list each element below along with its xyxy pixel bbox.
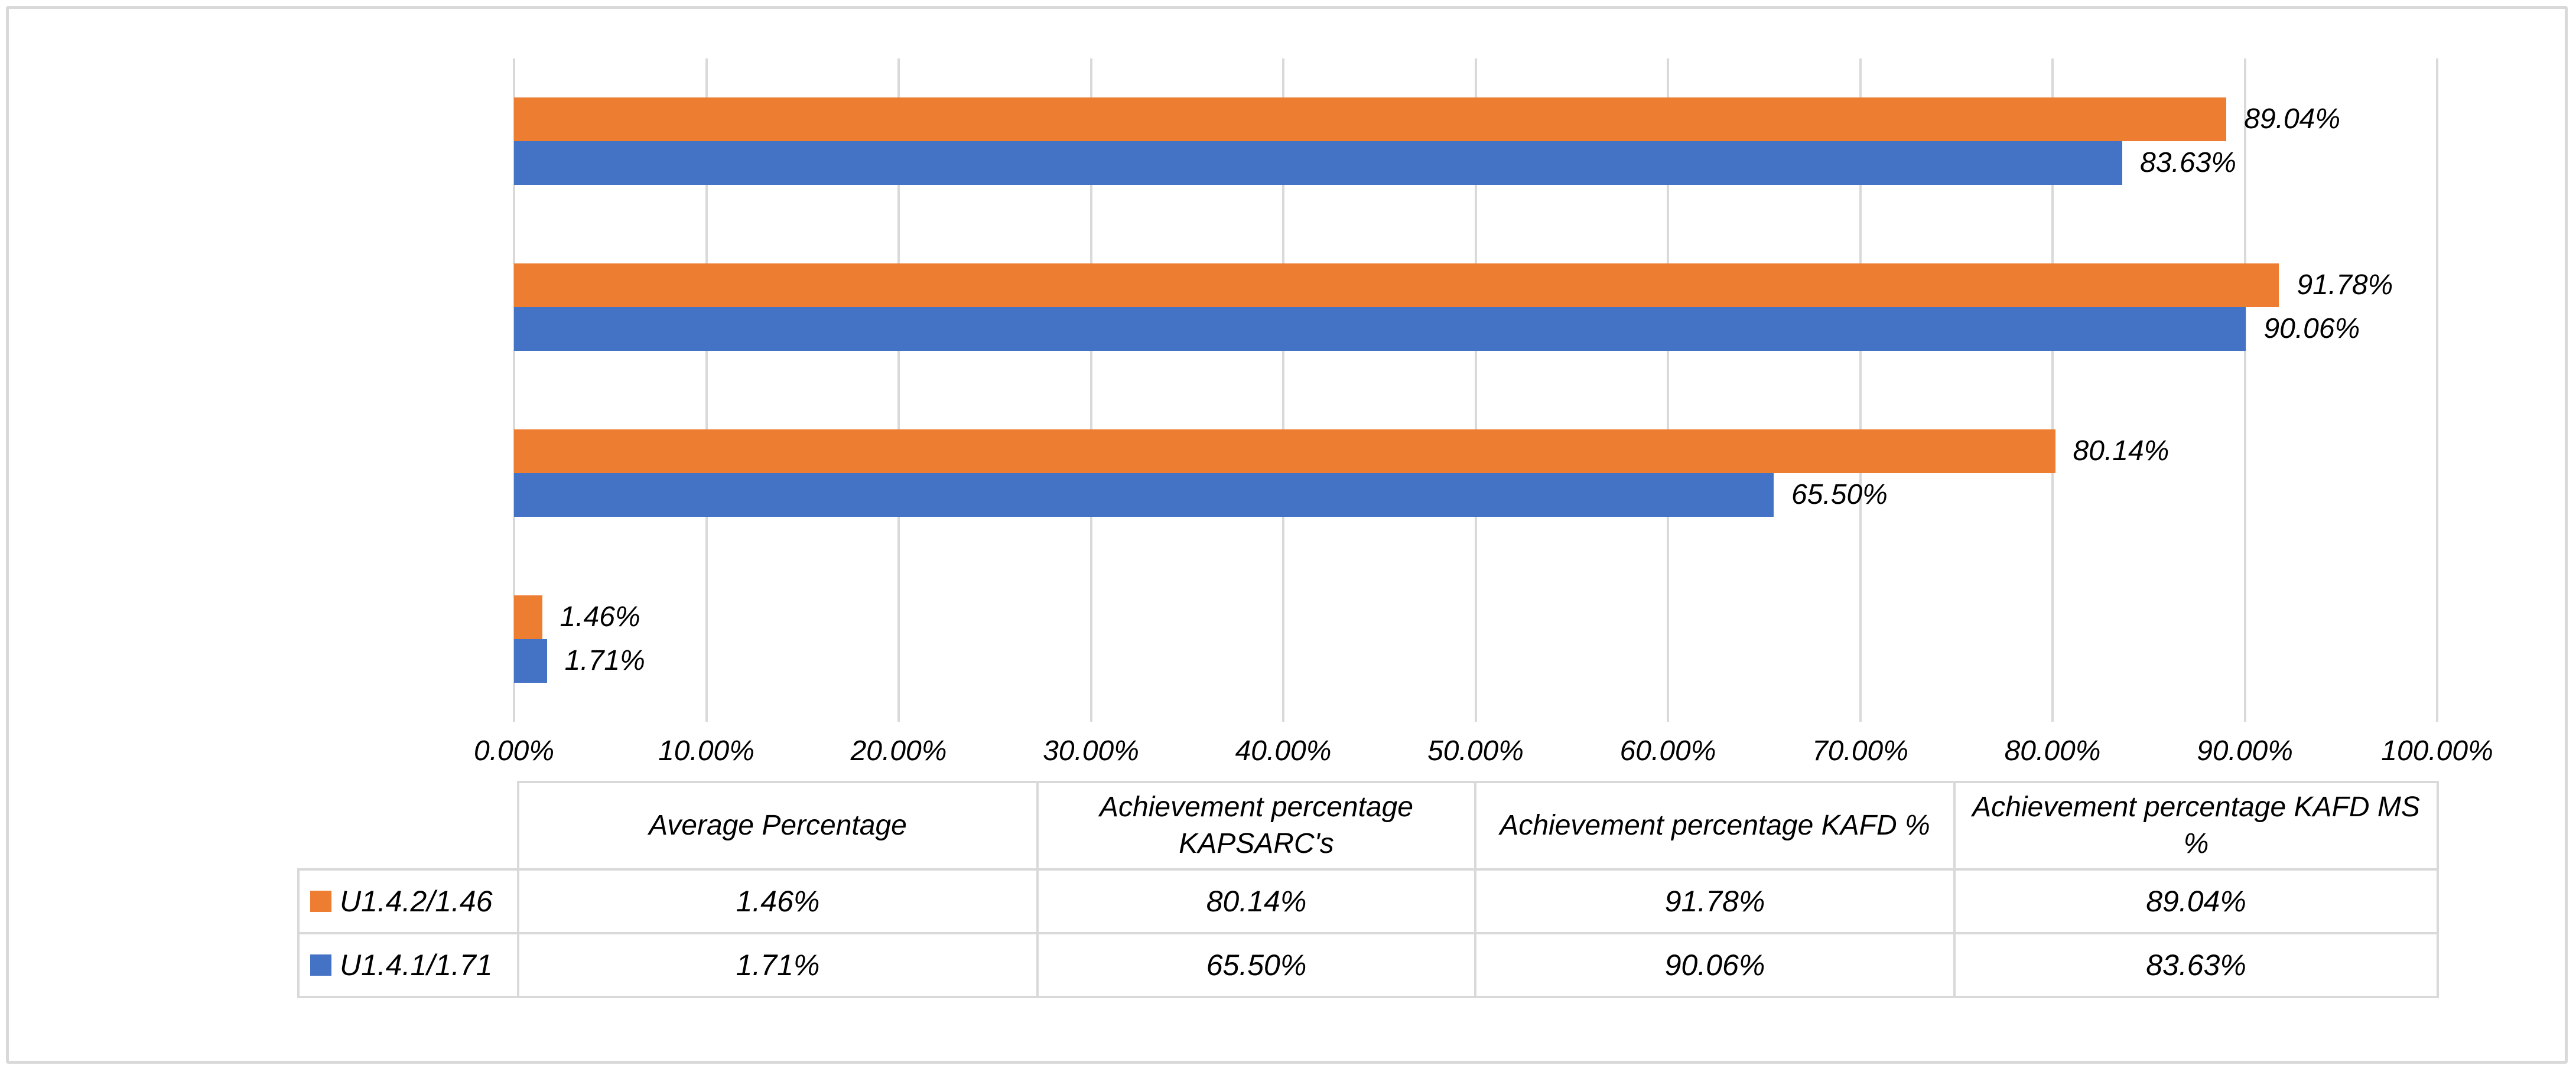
gridline-90pct <box>2243 58 2246 722</box>
table-cell-u142-kafd-ms: 89.04% <box>1953 868 2439 934</box>
gridline-70pct <box>1859 58 1862 722</box>
x-tick-label-50pct: 50.00% <box>1427 735 1524 767</box>
gridline-80pct <box>2051 58 2054 722</box>
table-cell-u141-kafd: 90.06% <box>1474 932 1956 998</box>
table-header-kapsarc: Achievement percentage KAPSARC's <box>1036 781 1476 871</box>
bar-series1-cat2 <box>514 429 2055 473</box>
x-tick-label-20pct: 20.00% <box>850 735 947 767</box>
gridline-60pct <box>1667 58 1669 722</box>
bar-value-label-series2-cat3: 90.06% <box>2263 313 2360 345</box>
table-header-kafd: Achievement percentage KAFD % <box>1474 781 1956 871</box>
bar-value-label-series2-cat1: 1.71% <box>564 644 645 676</box>
x-tick-label-40pct: 40.00% <box>1235 735 1332 767</box>
x-tick-label-70pct: 70.00% <box>1812 735 1908 767</box>
bar-series1-cat3 <box>514 263 2279 308</box>
bar-series2-cat1 <box>514 638 547 683</box>
legend-swatch-blue-icon <box>310 954 331 976</box>
bar-value-label-series1-cat3: 91.78% <box>2297 269 2393 301</box>
table-row-u141: U1.4.1/1.71 1.71% 65.50% 90.06% 83.63% <box>297 932 2439 998</box>
table-cell-u142-kapsarc: 80.14% <box>1036 868 1476 934</box>
table-header-average-percentage: Average Percentage <box>517 781 1039 871</box>
x-tick-label-30pct: 30.00% <box>1043 735 1139 767</box>
table-header-kafd-ms: Achievement percentage KAFD MS % <box>1953 781 2439 871</box>
x-tick-label-60pct: 60.00% <box>1619 735 1716 767</box>
x-tick-label-80pct: 80.00% <box>2004 735 2101 767</box>
bar-series2-cat2 <box>514 473 1774 517</box>
series-label-u141: U1.4.1/1.71 <box>340 949 493 982</box>
table-row-u142: U1.4.2/1.46 1.46% 80.14% 91.78% 89.04% <box>297 868 2439 934</box>
bar-value-label-series2-cat2: 65.50% <box>1791 478 1888 510</box>
gridline-50pct <box>1474 58 1477 722</box>
table-cell-u141-kapsarc: 65.50% <box>1036 932 1476 998</box>
legend-swatch-orange-icon <box>310 891 331 912</box>
bar-value-label-series1-cat4: 89.04% <box>2244 103 2341 135</box>
x-tick-label-100pct: 100.00% <box>2381 735 2493 767</box>
bar-series2-cat3 <box>514 307 2246 351</box>
table-cell-u141-average: 1.71% <box>517 932 1039 998</box>
bar-series2-cat4 <box>514 141 2123 185</box>
x-tick-label-90pct: 90.00% <box>2197 735 2293 767</box>
table-corner-cell <box>298 782 518 869</box>
gridline-40pct <box>1282 58 1284 722</box>
bar-value-label-series2-cat4: 83.63% <box>2140 147 2236 179</box>
table-rowlabel-cell-u141: U1.4.1/1.71 <box>297 932 519 998</box>
bar-series1-cat4 <box>514 97 2227 142</box>
table-cell-u141-kafd-ms: 83.63% <box>1953 932 2439 998</box>
data-table: Average Percentage Achievement percentag… <box>297 781 2439 998</box>
table-rowlabel-cell-u142: U1.4.2/1.46 <box>297 868 519 934</box>
table-cell-u142-average: 1.46% <box>517 868 1039 934</box>
series-label-u142: U1.4.2/1.46 <box>340 885 493 918</box>
chart-frame-border <box>6 6 2568 1064</box>
gridline-20pct <box>897 58 900 722</box>
x-tick-label-10pct: 10.00% <box>658 735 754 767</box>
table-header-row: Average Percentage Achievement percentag… <box>298 781 2439 871</box>
table-cell-u142-kafd: 91.78% <box>1474 868 1956 934</box>
gridline-10pct <box>705 58 708 722</box>
gridline-100pct <box>2436 58 2438 722</box>
bar-value-label-series1-cat1: 1.46% <box>560 601 640 633</box>
bar-series1-cat1 <box>514 595 542 639</box>
bar-value-label-series1-cat2: 80.14% <box>2073 435 2170 467</box>
x-tick-label-0pct: 0.00% <box>473 735 555 767</box>
gridline-30pct <box>1089 58 1092 722</box>
plot-area: 89.04% 83.63% 91.78% 90.06% 80.14% 65.50% 1.46… <box>513 58 2438 722</box>
gridline-0pct <box>513 58 515 722</box>
